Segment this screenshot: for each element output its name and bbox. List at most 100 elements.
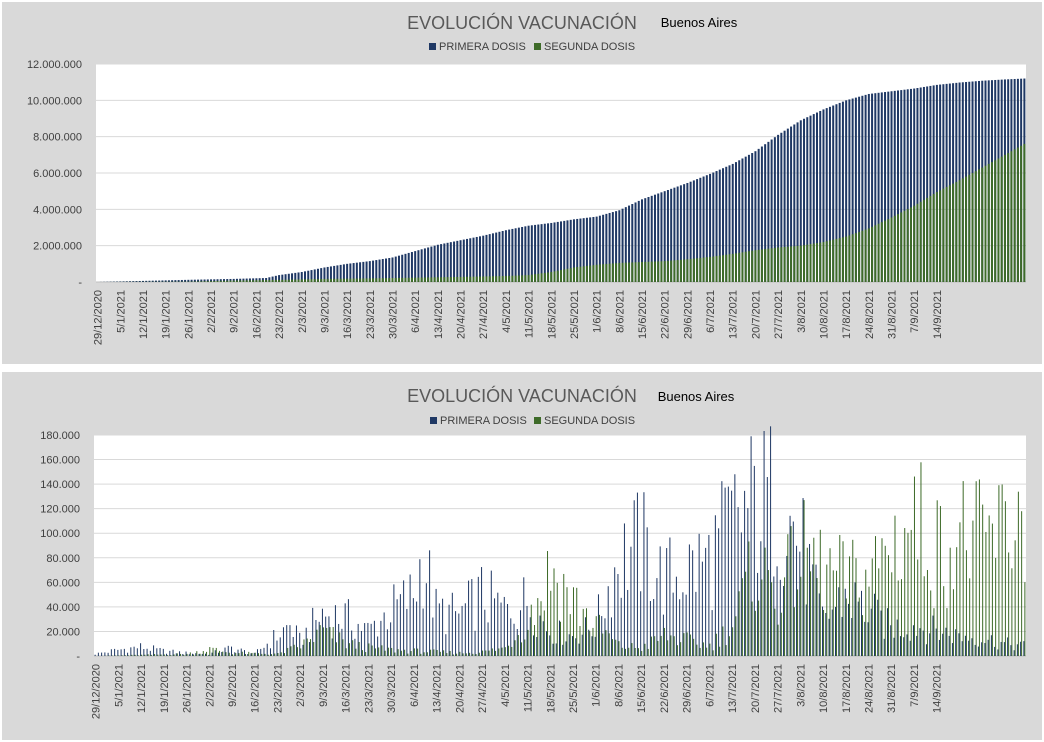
bar-primera-dosis xyxy=(248,278,251,282)
bar-segunda-dosis xyxy=(686,632,688,656)
bar-segunda-dosis xyxy=(819,529,821,656)
bar-primera-dosis xyxy=(422,608,424,656)
bar-primera-dosis xyxy=(534,224,537,282)
bar-primera-dosis xyxy=(744,490,746,656)
bar-segunda-dosis xyxy=(699,257,702,282)
bar-primera-dosis xyxy=(845,100,848,282)
bar-primera-dosis xyxy=(734,474,736,656)
bar-primera-dosis xyxy=(569,219,572,282)
bar-segunda-dosis xyxy=(118,655,120,656)
bar-primera-dosis xyxy=(900,90,903,282)
bar-segunda-dosis xyxy=(900,579,902,656)
bar-segunda-dosis xyxy=(709,256,712,282)
bar-primera-dosis xyxy=(360,630,362,656)
bar-segunda-dosis xyxy=(137,655,139,656)
bar-segunda-dosis xyxy=(355,278,358,282)
bar-segunda-dosis xyxy=(521,275,524,282)
bar-segunda-dosis xyxy=(823,610,825,656)
bar-segunda-dosis xyxy=(637,262,640,282)
bar-primera-dosis xyxy=(362,261,365,282)
bar-primera-dosis xyxy=(316,268,319,282)
bar-segunda-dosis xyxy=(952,589,954,656)
bar-primera-dosis xyxy=(260,648,262,656)
bar-segunda-dosis xyxy=(826,564,828,656)
bar-primera-dosis xyxy=(482,235,485,282)
bar-primera-dosis xyxy=(555,643,557,656)
bar-segunda-dosis xyxy=(579,266,582,282)
bar-segunda-dosis xyxy=(631,262,634,282)
bar-primera-dosis xyxy=(129,281,132,282)
bar-segunda-dosis xyxy=(644,643,646,656)
bar-primera-dosis xyxy=(172,649,174,656)
x-tick-label: 19/1/2021 xyxy=(159,664,171,713)
bar-segunda-dosis xyxy=(283,653,285,656)
bar-segunda-dosis xyxy=(365,652,367,656)
bar-primera-dosis xyxy=(556,221,559,282)
bar-primera-dosis xyxy=(148,280,151,282)
bar-segunda-dosis xyxy=(433,277,436,282)
x-tick-label: 29/12/2020 xyxy=(91,664,103,719)
bar-segunda-dosis xyxy=(310,279,313,282)
bar-segunda-dosis xyxy=(615,263,618,282)
bar-segunda-dosis xyxy=(511,275,514,282)
bar-segunda-dosis xyxy=(663,261,666,282)
bar-primera-dosis xyxy=(818,593,820,656)
bar-primera-dosis xyxy=(419,559,421,656)
bar-primera-dosis xyxy=(747,508,749,656)
bar-primera-dosis xyxy=(799,120,802,282)
x-tick-label: 24/8/2021 xyxy=(864,664,876,713)
bar-primera-dosis xyxy=(521,226,524,282)
bar-segunda-dosis xyxy=(715,256,718,282)
bar-segunda-dosis xyxy=(508,275,511,282)
bar-segunda-dosis xyxy=(987,163,990,282)
bar-segunda-dosis xyxy=(559,270,563,282)
x-tick-label: 25/5/2021 xyxy=(568,664,580,713)
x-tick-label: 11/5/2021 xyxy=(524,290,536,338)
bar-segunda-dosis xyxy=(222,280,226,282)
bar-primera-dosis xyxy=(877,92,880,282)
bar-primera-dosis xyxy=(741,158,744,282)
bar-primera-dosis xyxy=(205,653,207,656)
bar-segunda-dosis xyxy=(255,280,258,282)
bar-primera-dosis xyxy=(529,617,531,656)
bar-segunda-dosis xyxy=(705,257,708,282)
bar-primera-dosis xyxy=(997,649,999,656)
bar-primera-dosis xyxy=(242,278,245,282)
y-axis: - 2.000.000 4.000.000 6.000.000 8.000.000 10.… xyxy=(27,59,82,289)
bar-segunda-dosis xyxy=(271,279,274,282)
bar-segunda-dosis xyxy=(303,639,305,656)
bar-segunda-dosis xyxy=(839,534,841,656)
bar-segunda-dosis xyxy=(611,639,613,656)
bar-segunda-dosis xyxy=(306,638,308,656)
bar-segunda-dosis xyxy=(274,653,276,656)
bar-segunda-dosis xyxy=(439,651,441,656)
bar-primera-dosis xyxy=(880,610,882,656)
bar-segunda-dosis xyxy=(582,266,585,282)
bar-primera-dosis xyxy=(527,225,530,282)
bar-primera-dosis xyxy=(329,266,332,282)
bar-primera-dosis xyxy=(779,579,781,656)
bar-segunda-dosis xyxy=(845,236,848,282)
bar-primera-dosis xyxy=(237,649,239,656)
bar-primera-dosis xyxy=(107,652,109,656)
bar-primera-dosis xyxy=(338,623,340,656)
bar-primera-dosis xyxy=(607,586,609,656)
bar-primera-dosis xyxy=(724,487,726,656)
bar-primera-dosis xyxy=(828,618,830,656)
bar-primera-dosis xyxy=(195,653,197,656)
bar-primera-dosis xyxy=(656,578,658,656)
bar-segunda-dosis xyxy=(747,251,750,282)
bar-primera-dosis xyxy=(702,176,705,282)
bar-primera-dosis xyxy=(239,278,242,282)
bar-primera-dosis xyxy=(443,243,446,282)
bar-segunda-dosis xyxy=(900,212,903,282)
bar-primera-dosis xyxy=(605,213,608,282)
bar-segunda-dosis xyxy=(183,654,185,656)
chart-title: EVOLUCIÓN VACUNACIÓN xyxy=(407,385,637,406)
bar-primera-dosis xyxy=(624,207,627,282)
bar-segunda-dosis xyxy=(466,276,469,282)
bar-primera-dosis xyxy=(763,430,765,656)
bar-primera-dosis xyxy=(715,171,718,282)
bar-segunda-dosis xyxy=(702,642,704,656)
legend-label-segunda: SEGUNDA DOSIS xyxy=(544,415,635,427)
